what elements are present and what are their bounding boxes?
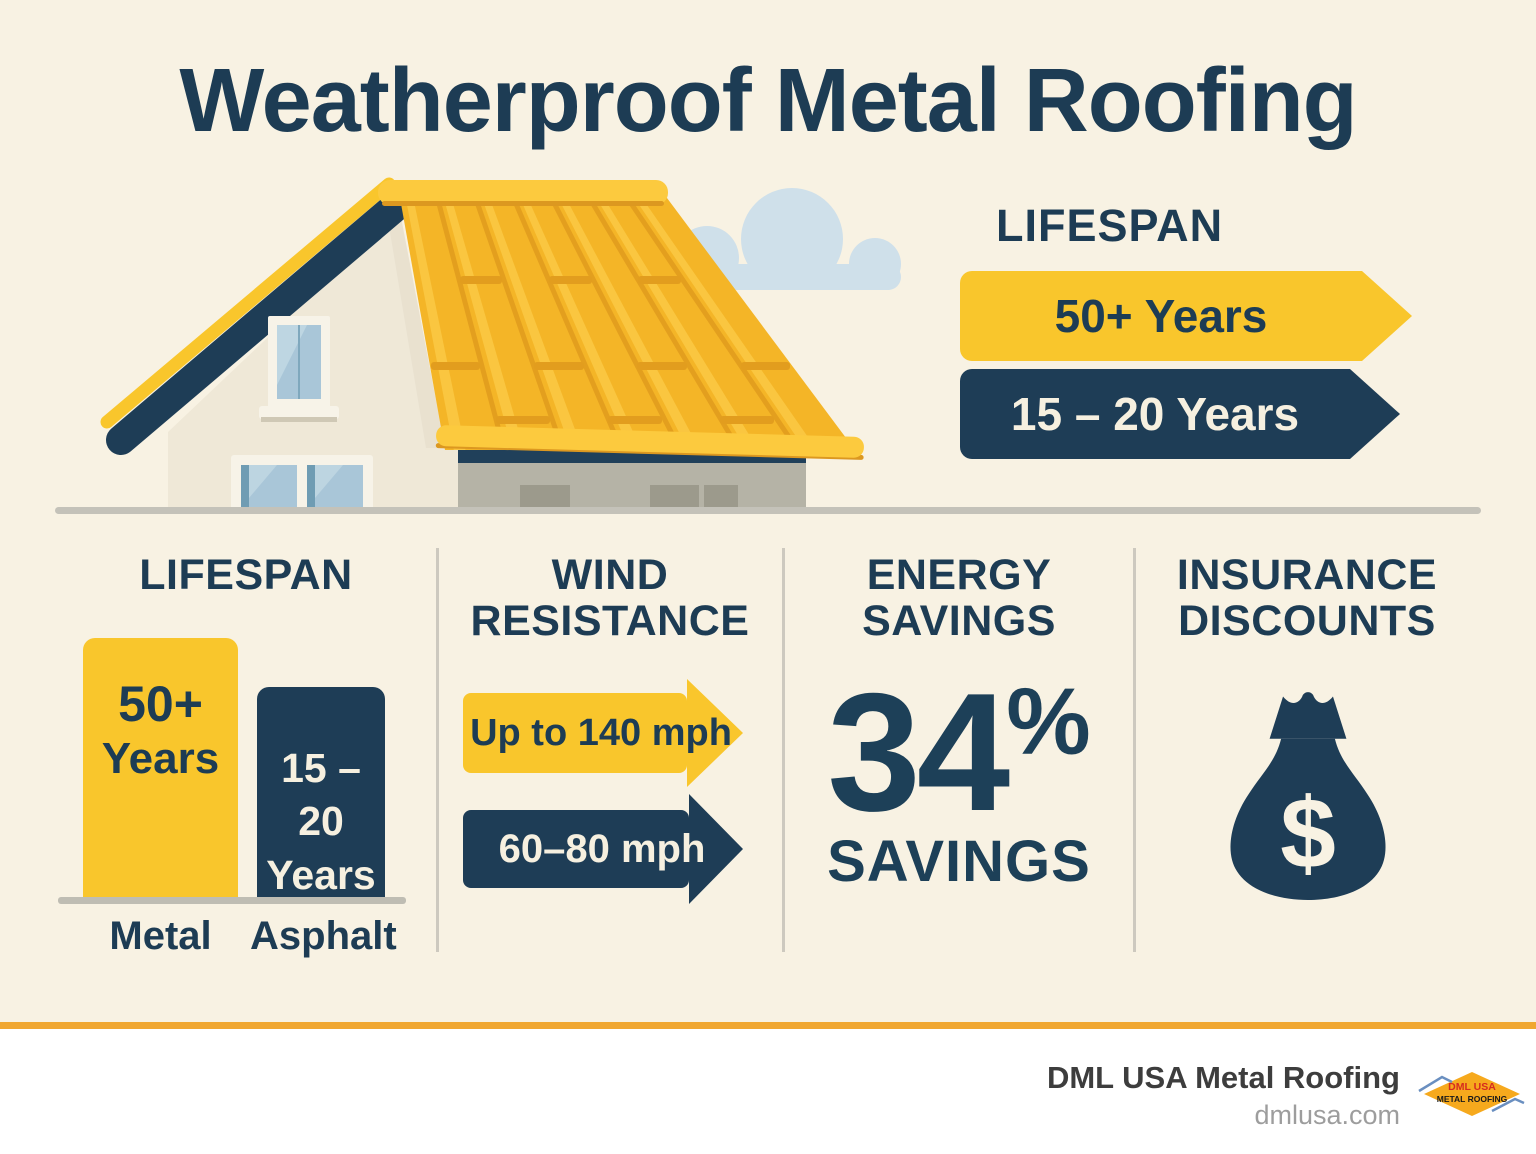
house-illustration [100,177,901,512]
wall-roof-shadow [389,212,445,448]
footer-company-name: DML USA Metal Roofing [1046,1060,1400,1095]
logo-text-bottom: METAL ROOFING [1437,1094,1508,1104]
dollar-sign: $ [1280,778,1336,889]
arrow-body [463,693,687,773]
column-divider [782,548,785,952]
footer-website: dmlusa.com [1254,1100,1400,1130]
left-roof-fascia [100,177,416,455]
asphalt-wind-arrow: 60–80 mph [463,794,743,904]
logo-text-top: DML USA [1448,1081,1496,1093]
column-divider [436,548,439,952]
footer-background [0,1029,1536,1154]
asphalt-bar-value-2: 20 [298,798,344,845]
metal-wind-value: Up to 140 mph [470,711,732,754]
energy-savings-stat: 34% [783,668,1135,836]
logo-roofline-icon [1418,1075,1453,1093]
metal-bar-value: 50+ [118,676,203,732]
metal-lifespan-bar: 50+ Years [83,638,238,899]
percent-sign: % [1006,669,1091,775]
arrow-body [463,810,689,888]
metal-lifespan-arrow: 50+ Years [960,271,1362,361]
asphalt-lifespan-arrow: 15 – 20 Years [960,369,1350,459]
column-divider [1133,548,1136,952]
money-bag-icon: $ [1230,692,1386,900]
asphalt-bar-value-1: 15 – [281,745,361,791]
metal-wind-arrow: Up to 140 mph [463,679,743,787]
metal-bar-unit: Years [101,733,220,783]
house-side-wall [458,460,806,512]
logo-roofline-icon [1491,1097,1525,1113]
wind-panel-heading: WIND RESISTANCE [470,551,750,646]
lower-double-window [231,455,373,512]
energy-savings-value: 34 [827,658,1010,846]
logo-diamond [1424,1072,1520,1116]
metal-roof [378,180,864,460]
asphalt-lifespan-bar: 15 – 20 Years [257,687,385,899]
asphalt-bar-label: Asphalt [250,914,397,958]
lifespan-panel-heading: LIFESPAN [139,551,353,599]
asphalt-wind-value: 60–80 mph [498,826,706,871]
ground-line [55,507,1481,514]
asphalt-lifespan-value: 15 – 20 Years [1010,388,1300,440]
page-title: Weatherproof Metal Roofing [179,51,1357,151]
asphalt-bar-unit: Years [266,851,376,898]
hero-lifespan-heading: LIFESPAN [996,200,1224,251]
insurance-panel-heading: INSURANCE DISCOUNTS [1176,551,1438,646]
metal-bar-label: Metal [109,914,212,958]
energy-panel-heading: ENERGY SAVINGS [862,551,1056,646]
energy-savings-caption: SAVINGS [827,829,1091,894]
metal-lifespan-value: 50+ Years [1054,290,1268,342]
footer-accent-bar [0,1022,1536,1029]
company-logo: DML USA METAL ROOFING [1418,1072,1525,1116]
bar-chart-baseline [58,897,406,904]
gable-window [259,316,339,422]
